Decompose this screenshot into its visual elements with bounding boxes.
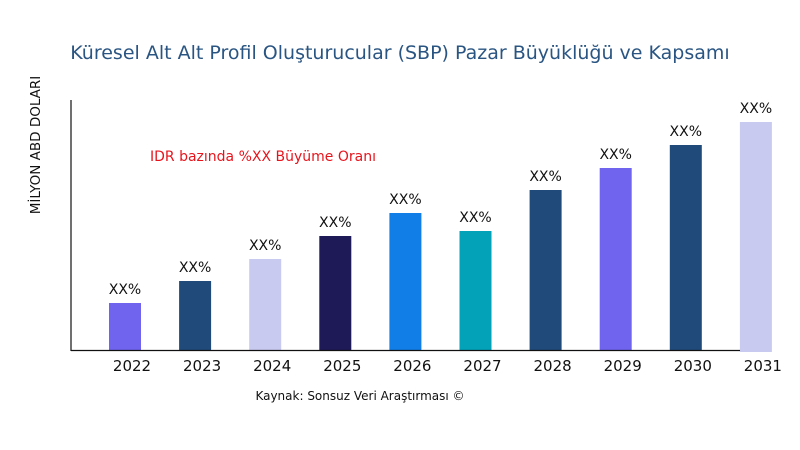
bar-2025 (319, 236, 352, 350)
bar-2023 (179, 281, 212, 350)
bar-2027 (459, 231, 492, 350)
bar-2022 (109, 303, 141, 350)
bar-2029 (599, 168, 632, 350)
bar-2024 (249, 259, 282, 350)
growth-annotation: IDR bazında %XX Büyüme Oranı (150, 149, 376, 165)
data-label-2023: XX% (179, 260, 211, 276)
data-label-2031: XX% (740, 101, 772, 117)
x-tick-2024: 2024 (253, 357, 291, 375)
bar-2028 (529, 190, 562, 350)
bar-2030 (669, 145, 702, 350)
data-label-2027: XX% (459, 210, 491, 226)
x-tick-2027: 2027 (463, 357, 501, 375)
x-tick-2026: 2026 (393, 357, 431, 375)
x-tick-2030: 2030 (674, 357, 712, 375)
source-note: Kaynak: Sonsuz Veri Araştırması © (255, 389, 464, 403)
data-label-2026: XX% (389, 192, 421, 208)
data-label-2022: XX% (109, 282, 141, 298)
x-tick-2028: 2028 (534, 357, 572, 375)
data-label-2025: XX% (319, 215, 351, 231)
bar-2031 (739, 122, 772, 352)
bar-2026 (389, 213, 422, 350)
data-label-2029: XX% (599, 147, 631, 163)
data-label-2030: XX% (670, 124, 702, 140)
x-tick-2031: 2031 (744, 357, 782, 375)
y-axis-label: MİLYON ABD DOLARI (26, 76, 44, 215)
x-tick-2025: 2025 (323, 357, 361, 375)
data-label-2024: XX% (249, 238, 281, 254)
data-label-2028: XX% (529, 169, 561, 185)
x-tick-2022: 2022 (113, 357, 151, 375)
x-tick-2023: 2023 (183, 357, 221, 375)
chart-title: Küresel Alt Alt Profil Oluşturucular (SB… (70, 42, 729, 64)
x-tick-2029: 2029 (604, 357, 642, 375)
